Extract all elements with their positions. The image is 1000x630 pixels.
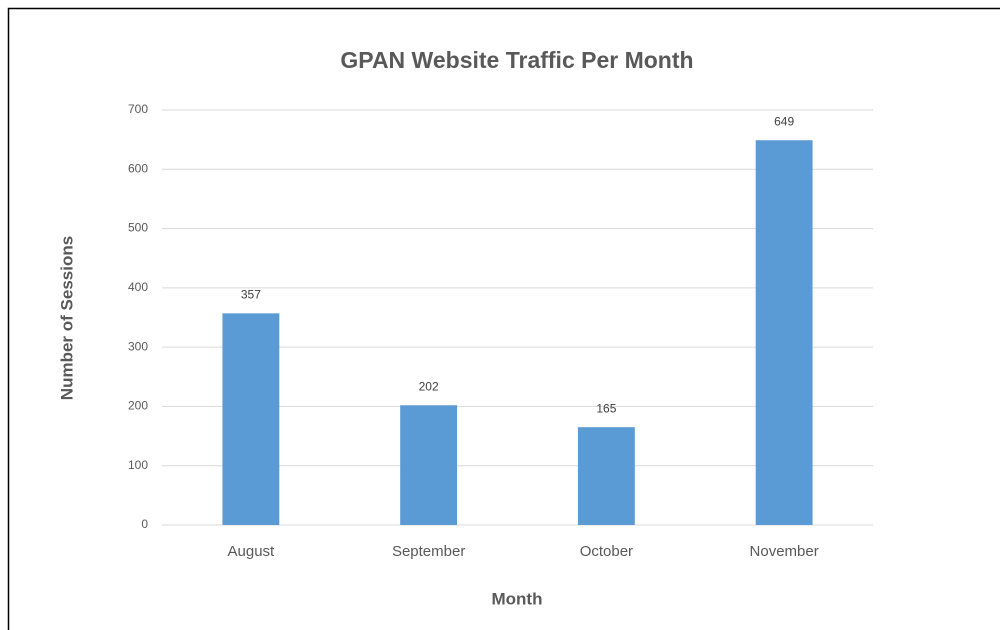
bar	[755, 140, 813, 525]
x-axis-title: Month	[492, 589, 543, 608]
chart-title: GPAN Website Traffic Per Month	[340, 47, 693, 73]
bar	[400, 405, 458, 525]
data-label: 202	[419, 379, 439, 393]
y-tick-label: 500	[128, 221, 148, 235]
data-label: 649	[774, 114, 794, 128]
y-tick-label: 0	[141, 517, 148, 531]
y-tick-label: 300	[128, 339, 148, 353]
y-tick-label: 700	[128, 102, 148, 116]
data-label: 165	[596, 401, 616, 415]
bar	[222, 313, 280, 525]
x-tick-label: August	[228, 543, 276, 560]
y-tick-label: 200	[128, 399, 148, 413]
frame	[7, 7, 1000, 630]
y-tick-label: 400	[128, 280, 148, 294]
x-tick-label: September	[392, 543, 465, 560]
bar	[577, 427, 635, 525]
y-tick-label: 600	[128, 161, 148, 175]
data-label: 357	[241, 288, 261, 302]
y-tick-label: 100	[128, 458, 148, 472]
y-axis-title: Number of Sessions	[57, 236, 76, 400]
x-tick-label: November	[750, 543, 819, 560]
x-tick-label: October	[580, 543, 633, 560]
